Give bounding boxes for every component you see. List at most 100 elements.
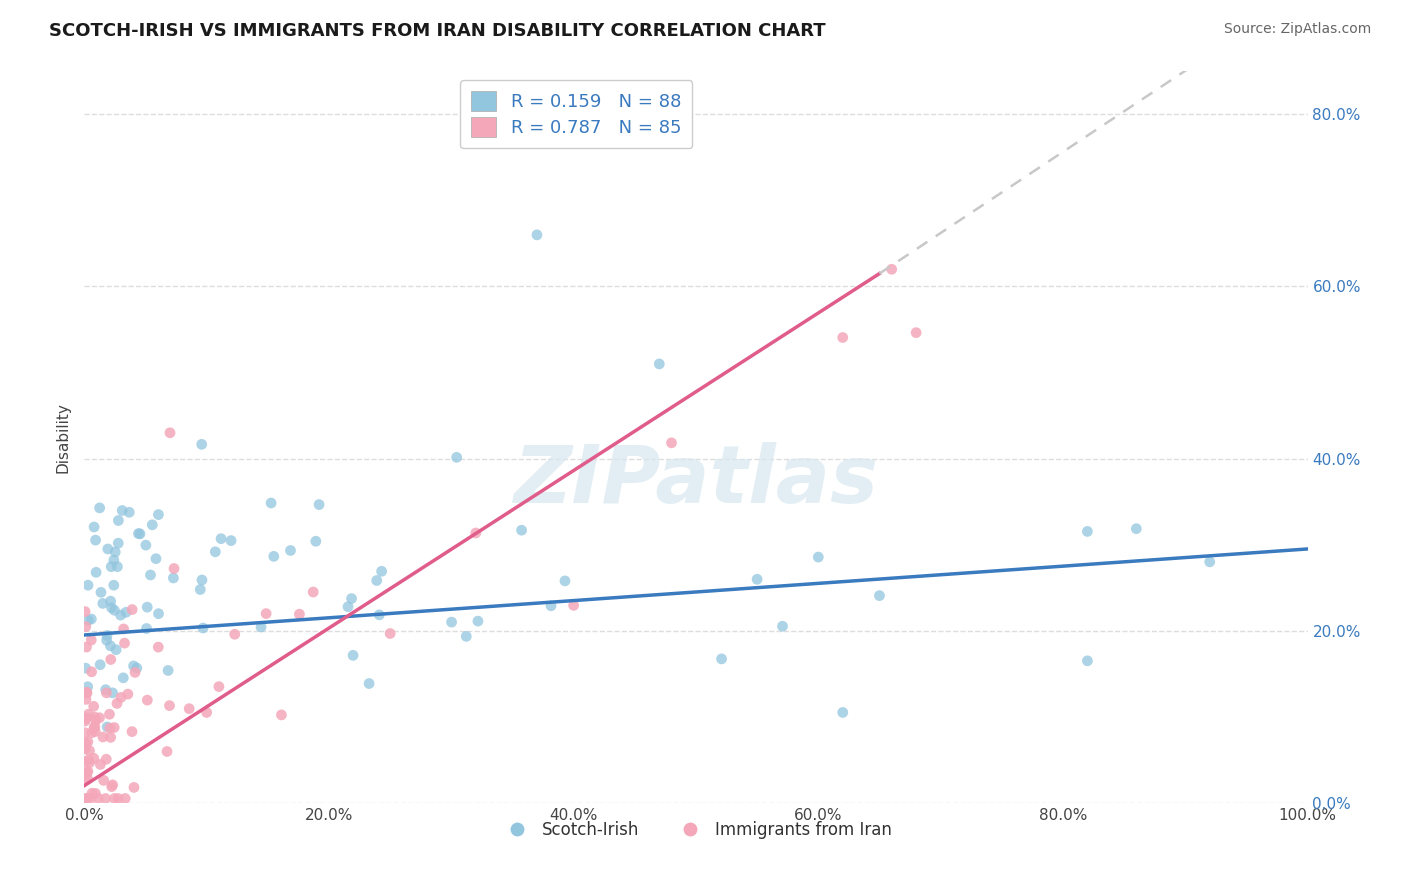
Point	[91, 730, 114, 744]
Point	[77, 753, 100, 767]
Point	[121, 602, 143, 616]
Point	[260, 496, 283, 510]
Point	[87, 791, 110, 805]
Point	[91, 596, 114, 610]
Point	[83, 751, 105, 765]
Point	[250, 620, 273, 634]
Point	[191, 573, 214, 587]
Point	[440, 615, 463, 629]
Point	[554, 574, 576, 588]
Point	[114, 791, 136, 805]
Point	[340, 591, 363, 606]
Point	[77, 707, 100, 722]
Point	[305, 534, 328, 549]
Point	[79, 756, 101, 770]
Point	[96, 720, 118, 734]
Point	[648, 357, 671, 371]
Point	[105, 697, 128, 711]
Point	[464, 526, 486, 541]
Point	[159, 698, 181, 713]
Point	[1125, 522, 1147, 536]
Point	[129, 526, 152, 541]
Point	[103, 721, 125, 735]
Point	[195, 706, 218, 720]
Point	[188, 582, 211, 597]
Point	[1076, 654, 1098, 668]
Point	[124, 665, 146, 680]
Point	[98, 707, 121, 722]
Point	[191, 621, 214, 635]
Point	[366, 574, 388, 588]
Point	[190, 437, 212, 451]
Point	[446, 450, 468, 465]
Point	[125, 661, 148, 675]
Point	[145, 551, 167, 566]
Point	[103, 791, 125, 805]
Point	[80, 786, 103, 800]
Point	[370, 564, 392, 578]
Point	[121, 724, 143, 739]
Point	[204, 545, 226, 559]
Point	[807, 550, 830, 565]
Point	[115, 605, 138, 619]
Point	[141, 517, 163, 532]
Point	[80, 665, 103, 679]
Point	[117, 687, 139, 701]
Point	[75, 791, 97, 805]
Point	[100, 780, 122, 794]
Point	[156, 744, 179, 758]
Point	[97, 541, 120, 556]
Point	[76, 686, 98, 700]
Point	[118, 505, 141, 519]
Point	[75, 714, 97, 728]
Point	[112, 622, 135, 636]
Point	[83, 719, 105, 733]
Point	[77, 578, 100, 592]
Point	[76, 680, 98, 694]
Point	[1198, 555, 1220, 569]
Point	[75, 742, 97, 756]
Point	[562, 599, 585, 613]
Point	[84, 724, 107, 739]
Point	[135, 622, 157, 636]
Point	[89, 711, 111, 725]
Point	[456, 629, 478, 643]
Point	[83, 520, 105, 534]
Point	[89, 657, 111, 672]
Point	[80, 725, 103, 739]
Point	[869, 589, 891, 603]
Point	[135, 538, 157, 552]
Point	[209, 532, 232, 546]
Point	[831, 706, 853, 720]
Point	[84, 533, 107, 548]
Point	[104, 545, 127, 559]
Point	[75, 620, 97, 634]
Point	[100, 559, 122, 574]
Point	[1076, 524, 1098, 539]
Point	[76, 772, 98, 786]
Point	[80, 612, 103, 626]
Point	[93, 773, 115, 788]
Point	[263, 549, 285, 564]
Point	[75, 605, 97, 619]
Text: SCOTCH-IRISH VS IMMIGRANTS FROM IRAN DISABILITY CORRELATION CHART: SCOTCH-IRISH VS IMMIGRANTS FROM IRAN DIS…	[49, 22, 825, 40]
Point	[148, 508, 170, 522]
Point	[302, 585, 325, 599]
Point	[73, 773, 96, 788]
Point	[84, 714, 107, 728]
Point	[103, 578, 125, 592]
Point	[219, 533, 242, 548]
Point	[224, 627, 246, 641]
Point	[100, 652, 122, 666]
Point	[661, 435, 683, 450]
Point	[75, 711, 97, 725]
Point	[110, 608, 132, 623]
Point	[112, 671, 135, 685]
Point	[357, 676, 380, 690]
Point	[368, 607, 391, 622]
Point	[831, 330, 853, 344]
Point	[77, 613, 100, 627]
Point	[159, 425, 181, 440]
Text: ZIPatlas: ZIPatlas	[513, 442, 879, 520]
Point	[83, 699, 105, 714]
